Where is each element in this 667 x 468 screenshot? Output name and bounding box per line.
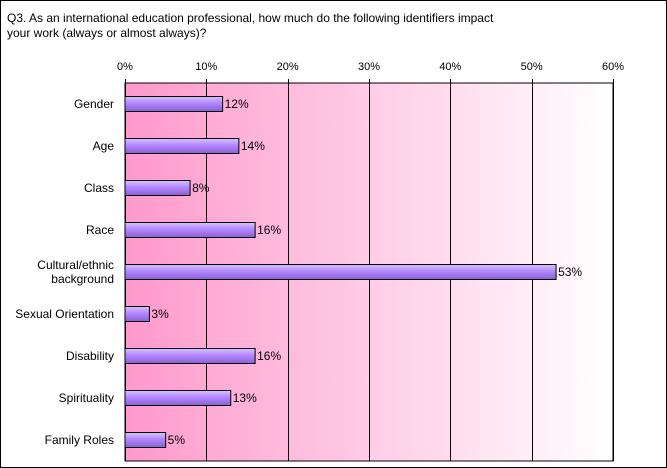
bars [124, 96, 557, 448]
x-tick-label: 40% [439, 61, 461, 73]
data-label: 16% [257, 349, 281, 363]
x-tick-label: 20% [277, 61, 299, 73]
x-tick-label: 50% [521, 61, 543, 73]
category-label: Disability [66, 349, 114, 363]
x-axis-ticks: 0% 10% 20% 30% 40% 50% 60% [117, 61, 624, 83]
data-label: 16% [257, 223, 281, 237]
bar [124, 432, 167, 448]
category-label: Race [86, 223, 114, 237]
category-label: Age [93, 139, 115, 153]
bar [124, 96, 224, 112]
bar [124, 390, 232, 406]
x-tick-label: 60% [602, 61, 624, 73]
category-label: Spirituality [59, 391, 114, 405]
bar [124, 348, 256, 364]
bar [124, 138, 240, 154]
bar [124, 306, 150, 322]
x-tick-label: 10% [195, 61, 217, 73]
data-label: 14% [241, 139, 265, 153]
category-label: Family Roles [45, 433, 114, 447]
data-labels: 12% 14% 8% 16% 53% 3% 16% 13% 5% [151, 97, 582, 447]
bar [124, 222, 256, 238]
x-tick-label: 0% [117, 61, 133, 73]
data-label: 3% [151, 307, 169, 321]
category-labels: Gender Age Class Race Cultural/ethnic backgro… [15, 97, 114, 447]
bar [124, 180, 191, 196]
data-label: 5% [168, 433, 186, 447]
category-label: Cultural/ethnic background [37, 258, 114, 286]
category-label: Class [84, 181, 114, 195]
data-label: 13% [233, 391, 257, 405]
chart-title: Q3. As an international education profes… [7, 11, 494, 40]
x-tick-label: 30% [358, 61, 380, 73]
data-label: 8% [192, 181, 210, 195]
category-label: Gender [74, 97, 114, 111]
data-label: 53% [558, 265, 582, 279]
category-label: Sexual Orientation [15, 307, 114, 321]
data-label: 12% [225, 97, 249, 111]
bar [124, 264, 557, 280]
